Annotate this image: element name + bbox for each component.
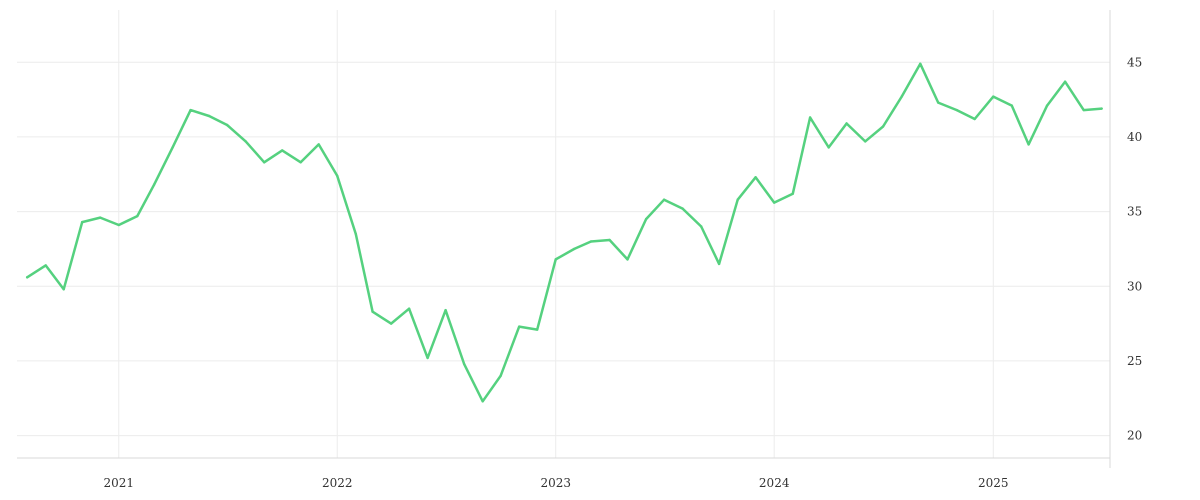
grid bbox=[17, 10, 1110, 458]
data-point bbox=[573, 247, 576, 251]
y-tick-label: 30 bbox=[1127, 279, 1142, 293]
data-point bbox=[225, 123, 229, 127]
data-point bbox=[207, 114, 211, 118]
x-tick-label: 2023 bbox=[540, 476, 571, 490]
data-point bbox=[536, 328, 539, 331]
data-point bbox=[644, 217, 648, 221]
data-point bbox=[1082, 108, 1085, 112]
data-point bbox=[845, 122, 848, 125]
data-point bbox=[1027, 143, 1030, 146]
data-point bbox=[736, 198, 739, 201]
data-point bbox=[336, 174, 339, 177]
data-point bbox=[827, 146, 830, 149]
data-point bbox=[518, 325, 521, 328]
y-tick-label: 40 bbox=[1127, 130, 1142, 144]
data-point bbox=[171, 146, 174, 149]
data-point bbox=[189, 108, 192, 112]
data-point bbox=[462, 362, 466, 366]
data-point bbox=[426, 356, 429, 360]
data-point bbox=[136, 214, 139, 218]
data-point bbox=[992, 95, 995, 98]
y-tick-label: 45 bbox=[1127, 55, 1142, 69]
data-point bbox=[864, 140, 867, 143]
data-point bbox=[62, 288, 65, 291]
data-point bbox=[371, 310, 374, 313]
data-point bbox=[554, 258, 557, 261]
data-point bbox=[626, 258, 629, 261]
data-point bbox=[589, 240, 593, 243]
data-point bbox=[263, 161, 266, 164]
data-point bbox=[955, 108, 958, 112]
x-tick-label: 2025 bbox=[978, 476, 1009, 490]
x-tick-label: 2024 bbox=[759, 476, 790, 490]
data-point bbox=[608, 238, 611, 242]
data-point bbox=[117, 223, 121, 227]
data-point bbox=[754, 176, 757, 179]
data-point bbox=[299, 161, 302, 164]
data-point bbox=[499, 374, 502, 378]
data-point bbox=[481, 400, 484, 403]
data-point bbox=[81, 220, 84, 224]
y-tick-label: 25 bbox=[1127, 354, 1142, 368]
data-point bbox=[700, 225, 703, 228]
data-point bbox=[26, 276, 29, 279]
data-point bbox=[773, 201, 776, 204]
data-point bbox=[99, 216, 102, 219]
data-point bbox=[152, 183, 156, 186]
data-point bbox=[717, 262, 721, 266]
data-point bbox=[1100, 107, 1103, 110]
data-point bbox=[244, 140, 247, 143]
data-point bbox=[1063, 80, 1067, 83]
series-line-0 bbox=[25, 62, 1103, 403]
y-tick-label: 35 bbox=[1127, 205, 1142, 219]
data-point bbox=[1045, 104, 1049, 107]
data-point bbox=[1010, 104, 1013, 107]
data-point bbox=[281, 149, 284, 152]
data-point bbox=[919, 62, 922, 65]
data-point bbox=[354, 232, 357, 236]
axes bbox=[17, 10, 1111, 468]
data-point bbox=[389, 322, 393, 325]
series-layer bbox=[25, 62, 1103, 403]
data-point bbox=[808, 116, 812, 119]
data-point bbox=[681, 207, 684, 210]
data-point bbox=[900, 95, 903, 98]
data-point bbox=[973, 117, 976, 121]
data-point bbox=[407, 307, 411, 310]
data-point bbox=[937, 101, 940, 104]
data-point bbox=[662, 198, 666, 201]
x-tick-label: 2021 bbox=[103, 476, 134, 490]
x-tick-label: 2022 bbox=[322, 476, 353, 490]
data-point bbox=[444, 309, 447, 312]
data-point bbox=[44, 264, 47, 267]
data-point bbox=[791, 192, 794, 195]
data-point bbox=[317, 143, 320, 146]
data-point bbox=[881, 125, 885, 128]
y-tick-label: 20 bbox=[1127, 429, 1142, 443]
